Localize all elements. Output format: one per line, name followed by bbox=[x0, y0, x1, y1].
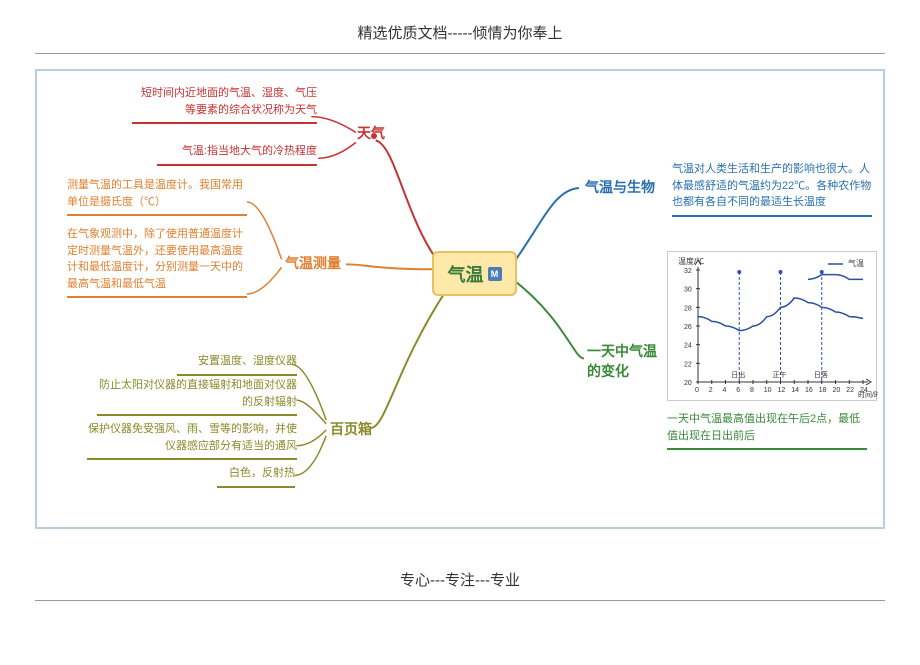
svg-text:日出: 日出 bbox=[731, 370, 745, 379]
svg-text:6: 6 bbox=[736, 387, 740, 394]
branch-daily[interactable]: 一天中气温的变化 bbox=[587, 341, 662, 381]
divider-top bbox=[35, 53, 885, 54]
svg-text:22: 22 bbox=[846, 387, 854, 394]
chart-xlabel: 时间/时 bbox=[858, 390, 878, 399]
branch-stevenson[interactable]: 百页箱 bbox=[330, 419, 372, 439]
leaf-weather-1: 短时间内近地面的气温、湿度、气压等要素的综合状况称为天气 bbox=[132, 85, 317, 124]
center-node[interactable]: 气温 M bbox=[432, 251, 517, 296]
svg-text:0: 0 bbox=[695, 387, 699, 394]
svg-text:16: 16 bbox=[805, 387, 813, 394]
branch-measurement[interactable]: 气温测量 bbox=[285, 253, 341, 273]
daily-temp-chart: 温度/℃ 气温 20222426283032 02468101214161820… bbox=[667, 251, 877, 401]
svg-text:10: 10 bbox=[764, 387, 772, 394]
chart-series-label: 气温 bbox=[848, 258, 864, 268]
branch-biology[interactable]: 气温与生物 bbox=[585, 177, 655, 197]
divider-bottom bbox=[35, 600, 885, 601]
svg-text:14: 14 bbox=[791, 387, 799, 394]
svg-text:32: 32 bbox=[684, 268, 692, 275]
center-label: 气温 bbox=[448, 261, 484, 287]
svg-text:20: 20 bbox=[833, 387, 841, 394]
note-icon[interactable]: M bbox=[488, 267, 502, 281]
svg-text:12: 12 bbox=[778, 387, 786, 394]
leaf-daily: 一天中气温最高值出现在午后2点，最低值出现在日出前后 bbox=[667, 411, 867, 450]
branch-weather[interactable]: 天气 bbox=[357, 123, 385, 143]
svg-text:30: 30 bbox=[684, 287, 692, 294]
leaf-box-2: 防止太阳对仪器的直接辐射和地面对仪器的反射辐射 bbox=[97, 377, 297, 416]
svg-text:26: 26 bbox=[684, 324, 692, 331]
page-footer: 专心---专注---专业 bbox=[0, 529, 920, 600]
svg-text:4: 4 bbox=[723, 387, 727, 394]
svg-text:日落: 日落 bbox=[814, 370, 828, 379]
leaf-biology: 气温对人类生活和生产的影响也很大。人体最感舒适的气温约为22℃。各种农作物也都有… bbox=[672, 161, 872, 217]
leaf-box-4: 白色，反射热 bbox=[217, 465, 295, 488]
svg-text:28: 28 bbox=[684, 305, 692, 312]
svg-text:正午: 正午 bbox=[773, 370, 787, 379]
svg-text:24: 24 bbox=[684, 343, 692, 350]
svg-text:8: 8 bbox=[750, 387, 754, 394]
leaf-measure-1: 测量气温的工具是温度计。我国常用单位是摄氏度（℃） bbox=[67, 177, 247, 216]
page-header: 精选优质文档-----倾情为你奉上 bbox=[0, 0, 920, 53]
curve-top bbox=[808, 275, 863, 280]
mindmap-canvas: 气温 M 天气 短时间内近地面的气温、湿度、气压等要素的综合状况称为天气 气温:… bbox=[35, 69, 885, 529]
leaf-weather-2: 气温:指当地大气的冷热程度 bbox=[157, 143, 317, 166]
svg-text:18: 18 bbox=[819, 387, 827, 394]
leaf-measure-2: 在气象观测中，除了使用普通温度计定时测量气温外，还要使用最高温度计和最低温度计，… bbox=[67, 226, 247, 298]
leaf-box-3: 保护仪器免受强风、雨、雪等的影响，并使仪器感应部分有适当的通风 bbox=[87, 421, 297, 460]
markers: 日出 正午 日落 bbox=[731, 270, 828, 380]
svg-text:20: 20 bbox=[684, 380, 692, 387]
svg-text:22: 22 bbox=[684, 361, 692, 368]
svg-text:2: 2 bbox=[709, 387, 713, 394]
leaf-box-1: 安置温度、湿度仪器 bbox=[177, 353, 297, 376]
